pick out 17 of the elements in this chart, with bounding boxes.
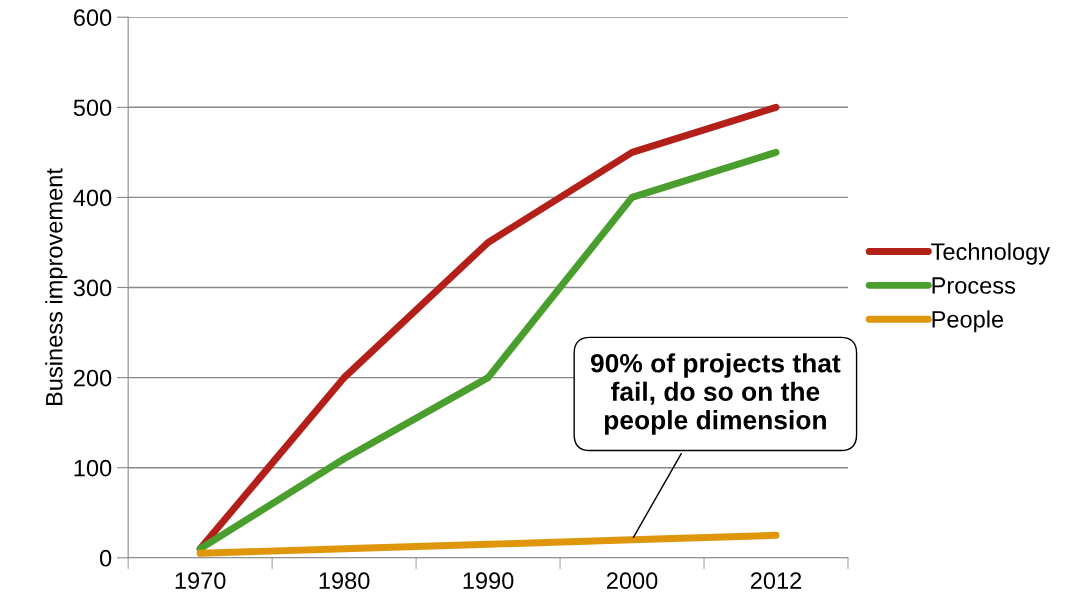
x-tick-label: 2012	[750, 572, 802, 590]
legend-label: Technology	[931, 242, 1051, 265]
y-tick-label: 400	[73, 189, 112, 207]
y-tick-label: 300	[73, 279, 112, 297]
y-tick-label: 200	[73, 369, 112, 387]
legend-label: Process	[932, 277, 1016, 294]
y-tick-label: 600	[74, 9, 112, 27]
x-tick-label: 1980	[319, 572, 370, 590]
legend-label: People	[932, 310, 1004, 333]
x-tick-label: 1990	[463, 572, 514, 590]
x-tick-label: 2000	[606, 572, 658, 590]
x-tick-label: 1970	[175, 572, 226, 590]
annotation: 90% of projects that fail, do so on the people dimension	[590, 353, 841, 435]
y-tick-label: 500	[73, 99, 112, 117]
y-tick-label: 100	[74, 459, 112, 477]
y-tick-label: 0	[99, 549, 112, 567]
y-axis-title: Business improvement	[45, 168, 68, 405]
